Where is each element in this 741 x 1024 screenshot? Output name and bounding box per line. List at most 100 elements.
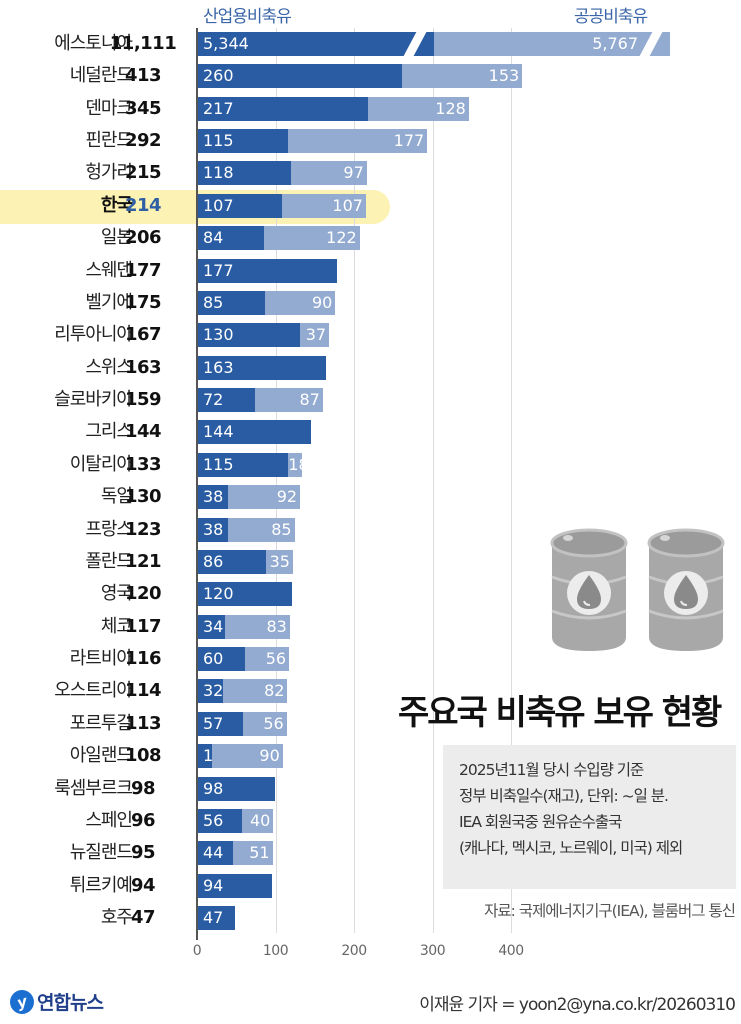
country-label: 스웨덴: [85, 259, 133, 281]
chart-row: 호주 47 47: [0, 905, 741, 931]
country-label: 핀란드: [85, 130, 133, 152]
country-label: 헝가리: [85, 162, 133, 184]
industry-bar: 163: [198, 355, 326, 380]
total-value: 113: [124, 712, 162, 734]
industry-bar: 60: [198, 647, 246, 672]
chart-row: 스페인 96 56 40: [0, 808, 741, 834]
chart-row: 오스트리아 114 32 82: [0, 678, 741, 704]
chart-row: 영국 120 120: [0, 581, 741, 607]
country-label: 호주: [100, 906, 133, 928]
public-bar: 40: [241, 808, 274, 833]
chart-row: 리투아니아 167 130 37: [0, 322, 741, 348]
chart-row: 에스토니아 11,111 5,344 5,767: [0, 29, 741, 59]
public-value: 153: [488, 66, 520, 86]
total-value: 345: [124, 97, 162, 119]
industry-value: 107: [203, 195, 234, 215]
public-bar: 35: [265, 549, 293, 574]
country-label: 프랑스: [85, 518, 133, 540]
public-value: 5,767: [592, 34, 638, 53]
chart-row: 스위스 163 163: [0, 355, 741, 381]
country-label: 일본: [100, 227, 133, 249]
industry-bar: 107: [198, 193, 282, 218]
legend-industry: 산업용비축유: [203, 7, 292, 27]
industry-value: 34: [203, 616, 224, 636]
total-value: 206: [124, 227, 162, 249]
chart-row: 벨기에 175 85 90: [0, 290, 741, 316]
total-value: 114: [124, 680, 162, 702]
chart-title: 주요국 비축유 보유 현황: [398, 693, 722, 733]
y-axis-line: [196, 28, 198, 940]
industry-bar: 57: [198, 711, 243, 736]
public-bar: 18: [288, 452, 309, 477]
public-value: 35: [269, 551, 290, 571]
total-value: 95: [130, 842, 156, 864]
total-value: 144: [124, 421, 162, 443]
public-bar: 87: [254, 388, 323, 413]
oil-barrel-icon: [550, 528, 628, 651]
industry-value: 85: [203, 292, 224, 312]
industry-bar: 85: [198, 290, 265, 315]
industry-bar: 115: [198, 452, 289, 477]
x-tick-label: 0: [192, 943, 202, 959]
country-label: 오스트리아: [54, 680, 133, 702]
public-value: 107: [332, 195, 363, 215]
x-tick-label: 200: [341, 943, 367, 959]
industry-value: 115: [203, 454, 234, 474]
public-value: 122: [326, 228, 357, 248]
chart-row: 스웨덴 177 177: [0, 258, 741, 284]
public-value: 92: [276, 487, 298, 507]
gridline: [432, 28, 434, 933]
chart-row: 뉴질랜드 95 44 51: [0, 840, 741, 866]
public-bar: 153: [402, 64, 523, 89]
industry-value: 118: [203, 163, 234, 183]
total-value: 117: [124, 615, 162, 637]
public-value: 85: [271, 519, 292, 539]
public-value: 177: [393, 131, 425, 151]
country-label: 튀르키예: [69, 874, 133, 896]
industry-bar: 72: [198, 388, 255, 413]
country-label: 그리스: [85, 421, 133, 443]
industry-value: 115: [203, 131, 234, 151]
industry-value: 5,344: [203, 34, 249, 53]
country-label: 에스토니아: [54, 33, 133, 54]
public-bar: 56: [242, 711, 287, 736]
total-value: 47: [130, 906, 156, 928]
yonhap-logo-text: 연합뉴스: [37, 992, 104, 1014]
public-bar: 90: [212, 744, 283, 769]
public-bar: 107: [281, 193, 366, 218]
gridline: [354, 28, 355, 933]
industry-bar: 34: [198, 614, 225, 639]
total-value: 215: [124, 162, 162, 184]
industry-value: 38: [203, 519, 224, 539]
public-value: 90: [259, 746, 280, 766]
industry-value: 177: [203, 260, 234, 280]
industry-value: 60: [203, 649, 224, 669]
country-label: 뉴질랜드: [69, 842, 133, 864]
industry-bar: 84: [198, 226, 264, 251]
chart-row: 프랑스 123 38 85: [0, 517, 741, 543]
total-value: 177: [124, 259, 162, 281]
country-label: 폴란드: [85, 550, 133, 572]
public-value: 18: [288, 454, 309, 474]
industry-bar: 130: [198, 323, 301, 348]
chart-row: 네덜란드 413 260 153: [0, 63, 741, 89]
country-label: 룩셈부르크: [54, 777, 133, 799]
public-value: 83: [266, 616, 287, 636]
public-value: 56: [265, 649, 287, 669]
industry-value: 120: [203, 584, 234, 604]
chart-row: 덴마크 345 217 128: [0, 96, 741, 122]
country-label: 독일: [100, 486, 133, 508]
total-value: 121: [124, 550, 162, 572]
country-label: 벨기에: [85, 291, 133, 313]
note-line: IEA 회원국중 원유순수출국: [459, 813, 622, 831]
industry-bar: 177: [198, 258, 337, 283]
total-value: 167: [124, 324, 162, 346]
chart-row: 일본 206 84 122: [0, 225, 741, 251]
public-bar: 56: [245, 647, 290, 672]
legend-public: 공공비축유: [574, 7, 648, 27]
country-label: 네덜란드: [69, 65, 133, 87]
chart-row: 포르투갈 113 57 56: [0, 711, 741, 737]
industry-value: 94: [203, 875, 224, 895]
industry-value: 47: [203, 907, 224, 927]
